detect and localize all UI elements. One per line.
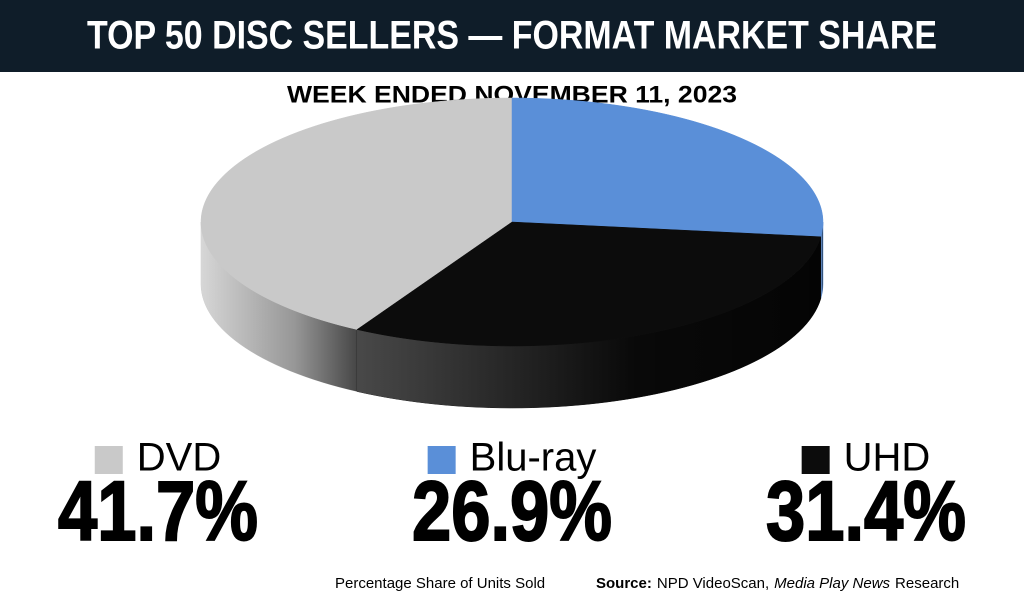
legend-label: Blu-ray	[470, 436, 597, 480]
source: Source: NPD VideoScan, Media Play News Rese…	[596, 575, 959, 592]
slice	[356, 221, 822, 347]
source-suffix: Research	[895, 575, 959, 592]
value-label: 26.9%	[412, 464, 612, 558]
slice-side-shade	[201, 222, 358, 392]
slice-side-shade	[820, 222, 823, 299]
chart-title: TOP 50 DISC SELLERS — FORMAT MARKET SHAR…	[87, 14, 937, 58]
pie	[200, 97, 824, 409]
value-label: 41.7%	[58, 464, 258, 558]
legend-swatch	[94, 446, 123, 474]
source-text: NPD VideoScan,	[657, 575, 769, 592]
slice	[200, 97, 513, 330]
legend-swatch	[801, 446, 830, 474]
footnote: Percentage Share of Units Sold	[335, 575, 545, 592]
value-label: 31.4%	[766, 464, 966, 558]
legend-label: UHD	[844, 436, 931, 480]
legend-swatch	[427, 446, 456, 474]
slice	[511, 97, 824, 238]
header-bar	[0, 0, 1024, 72]
slice-side-shade	[357, 236, 821, 408]
legend-label: DVD	[137, 436, 221, 480]
source-publication: Media Play News	[774, 575, 890, 592]
source-label: Source:	[596, 575, 652, 592]
